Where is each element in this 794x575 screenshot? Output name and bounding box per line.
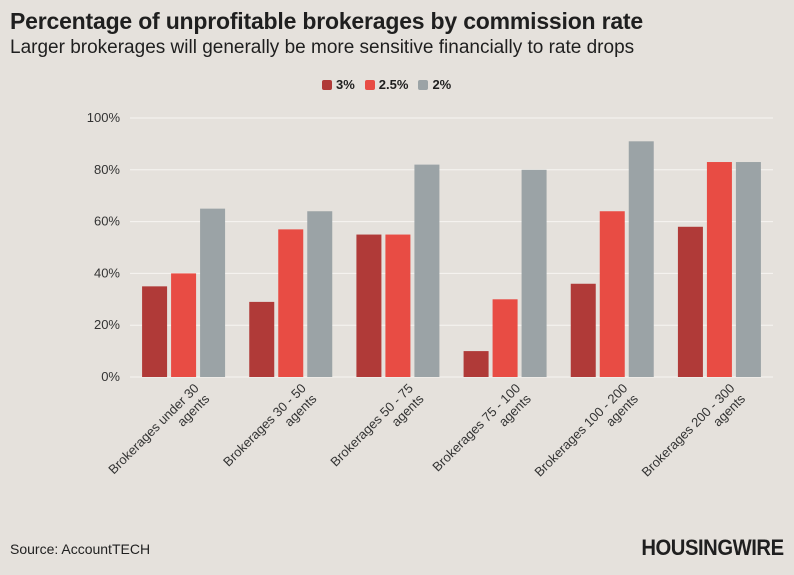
legend-swatch-2-5pct (364, 79, 375, 90)
legend-item-2-5pct: 2.5% (364, 77, 409, 92)
bar-2-5pct-0 (171, 273, 197, 377)
x-tick-label: Brokerages under 30agents (105, 380, 212, 487)
chart-subtitle: Larger brokerages will generally be more… (10, 37, 635, 58)
y-tick-label: 40% (94, 265, 120, 280)
bar-2pct-5 (735, 162, 761, 377)
bar-3pct-1 (249, 301, 275, 377)
legend: 3% 2.5% 2% (322, 77, 451, 92)
y-tick-label: 0% (101, 369, 120, 384)
x-tick-label: Brokerages 50 - 75agents (327, 380, 427, 480)
x-tick-label-line: Brokerages 75 - 100 (429, 381, 523, 475)
legend-label-2-5pct: 2.5% (378, 77, 409, 92)
bar-3pct-5 (677, 226, 703, 377)
x-tick-label: Brokerages 75 - 100agents (429, 380, 534, 485)
x-tick-label: Brokerages 200 - 300agents (639, 380, 749, 490)
housingwire-logo: HOUSINGWIRE (641, 535, 785, 560)
x-tick-label-line: Brokerages 200 - 300 (639, 381, 738, 480)
y-tick-label: 60% (94, 214, 120, 229)
bar-2-5pct-3 (492, 299, 518, 377)
bar-3pct-4 (570, 283, 596, 377)
source-note: Source: AccountTECH (10, 541, 151, 557)
y-tick-label: 20% (94, 317, 120, 332)
bar-3pct-0 (142, 286, 168, 377)
y-tick-label: 100% (87, 110, 121, 125)
x-tick-label: Brokerages 100 - 200agents (531, 380, 641, 490)
bar-2pct-1 (307, 211, 333, 377)
bar-2pct-0 (200, 208, 226, 377)
bar-2-5pct-4 (599, 211, 625, 377)
bar-3pct-2 (356, 234, 382, 377)
legend-label-2pct: 2% (432, 77, 452, 92)
bar-2pct-4 (628, 141, 654, 377)
legend-swatch-2pct (418, 79, 429, 90)
bar-2pct-2 (414, 164, 440, 377)
legend-item-3pct: 3% (322, 77, 355, 92)
bar-2-5pct-2 (385, 234, 411, 377)
legend-label-3pct: 3% (336, 77, 355, 92)
x-tick-label: Brokerages 30 - 50agents (220, 380, 320, 480)
bar-2-5pct-1 (278, 229, 304, 377)
legend-swatch-3pct (322, 79, 332, 90)
bar-2-5pct-5 (706, 162, 732, 377)
legend-item-2pct: 2% (418, 77, 451, 92)
chart-title: Percentage of unprofitable brokerages by… (10, 8, 643, 34)
x-tick-label-line: Brokerages under 30 (105, 381, 201, 477)
bar-2pct-3 (521, 169, 547, 377)
x-tick-label-line: Brokerages 100 - 200 (531, 381, 630, 480)
bar-3pct-3 (463, 351, 489, 377)
y-tick-label: 80% (94, 162, 120, 177)
